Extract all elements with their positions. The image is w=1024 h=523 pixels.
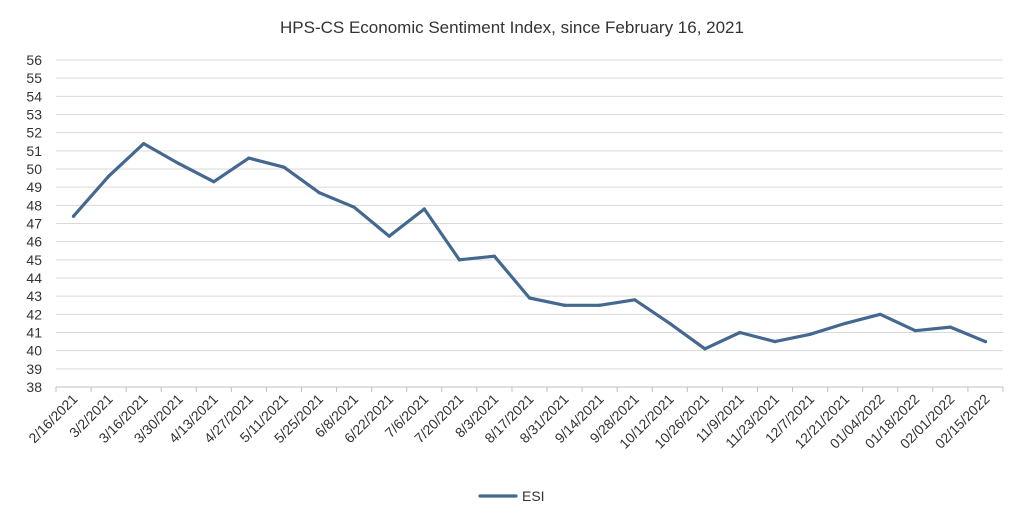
y-tick-label: 42 (26, 306, 42, 322)
y-tick-label: 52 (26, 125, 42, 141)
y-tick-label: 43 (26, 288, 42, 304)
data-point (107, 174, 111, 178)
x-axis: 2/16/20213/2/20213/16/20213/30/20214/13/… (25, 387, 1004, 452)
y-axis: 38 39 40 41 42 43 44 45 46 47 48 49 50 51 52 53 54 55 56 (26, 52, 42, 395)
data-point (808, 332, 812, 336)
data-point (948, 325, 952, 329)
data-point (212, 180, 216, 184)
data-point (177, 161, 181, 166)
y-tick-label: 54 (26, 88, 42, 104)
data-point (387, 234, 391, 238)
data-point (913, 329, 917, 333)
y-tick-label: 47 (26, 216, 42, 232)
y-tick-label: 49 (26, 179, 42, 195)
data-point (562, 303, 567, 307)
data-point (878, 312, 882, 316)
y-tick-label: 55 (26, 70, 42, 86)
y-tick-label: 53 (26, 107, 42, 123)
data-point (773, 339, 777, 344)
y-tick-label: 56 (26, 52, 42, 68)
legend: ESI (478, 488, 545, 504)
gridlines (56, 59, 1003, 388)
y-tick-label: 45 (26, 252, 42, 268)
data-point (142, 141, 146, 146)
y-tick-label: 40 (26, 343, 42, 359)
y-tick-label: 39 (26, 361, 42, 377)
data-point (457, 258, 461, 262)
series-line-esi (71, 142, 988, 351)
data-point (352, 205, 356, 209)
data-point (247, 156, 251, 160)
data-point (738, 330, 742, 335)
data-point (843, 321, 847, 326)
data-point (317, 191, 321, 195)
data-point (668, 321, 672, 326)
y-tick-label: 50 (26, 161, 42, 177)
data-point (633, 298, 637, 302)
data-point (527, 296, 532, 300)
y-tick-label: 51 (26, 143, 42, 159)
y-tick-label: 46 (26, 234, 42, 250)
x-tick-label: 2/16/2021 (25, 391, 81, 447)
chart-title: HPS-CS Economic Sentiment Index, since F… (280, 18, 744, 37)
series-lines (71, 141, 988, 351)
y-tick-label: 48 (26, 197, 42, 213)
data-point (703, 347, 707, 351)
y-tick-label: 38 (26, 379, 42, 395)
data-point (598, 303, 602, 307)
data-point (492, 254, 497, 258)
data-point (983, 339, 988, 344)
data-point (71, 214, 76, 218)
legend-label: ESI (522, 488, 545, 504)
y-tick-label: 41 (26, 325, 42, 341)
data-point (422, 207, 426, 211)
data-point (282, 165, 286, 169)
y-tick-label: 44 (26, 270, 42, 286)
